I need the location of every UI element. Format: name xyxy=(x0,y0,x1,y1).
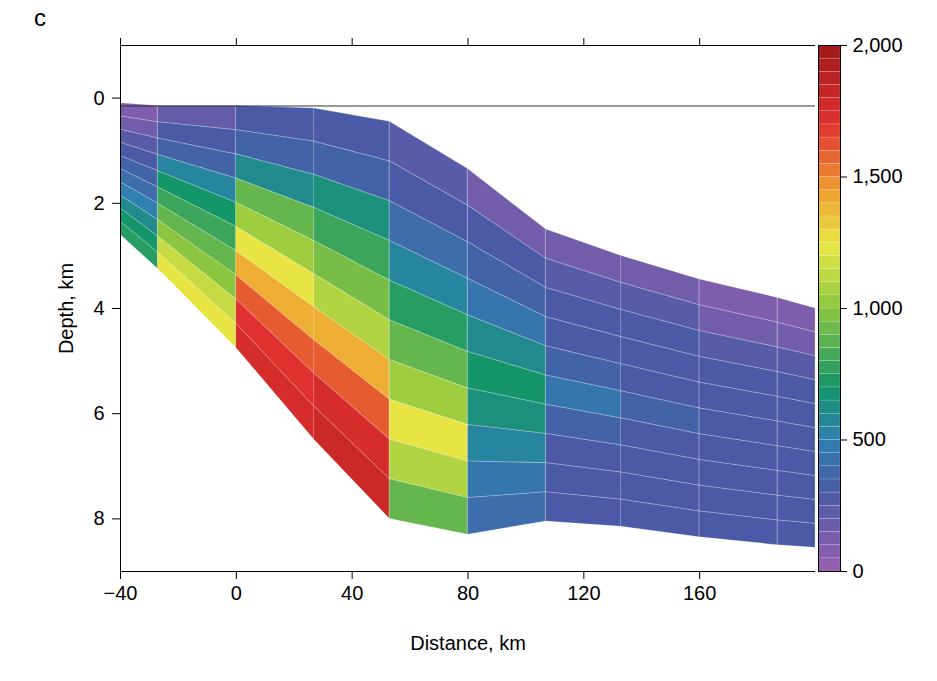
svg-text:160: 160 xyxy=(683,582,716,604)
svg-text:8: 8 xyxy=(93,507,104,529)
svg-text:6: 6 xyxy=(93,402,104,424)
svg-text:Depth, km: Depth, km xyxy=(55,263,77,354)
svg-text:1,000: 1,000 xyxy=(853,297,903,319)
svg-text:80: 80 xyxy=(457,582,479,604)
svg-text:2: 2 xyxy=(93,192,104,214)
svg-text:−40: −40 xyxy=(104,582,138,604)
svg-text:4: 4 xyxy=(93,297,104,319)
svg-text:0: 0 xyxy=(231,582,242,604)
svg-text:0: 0 xyxy=(853,560,864,582)
svg-text:120: 120 xyxy=(567,582,600,604)
html-text:c: c xyxy=(34,4,46,31)
svg-text:500: 500 xyxy=(853,428,886,450)
svg-text:2,000: 2,000 xyxy=(853,34,903,56)
svg-text:Distance, km: Distance, km xyxy=(410,632,526,654)
svg-text:40: 40 xyxy=(341,582,363,604)
svg-text:1,500: 1,500 xyxy=(853,165,903,187)
svg-text:0: 0 xyxy=(93,87,104,109)
